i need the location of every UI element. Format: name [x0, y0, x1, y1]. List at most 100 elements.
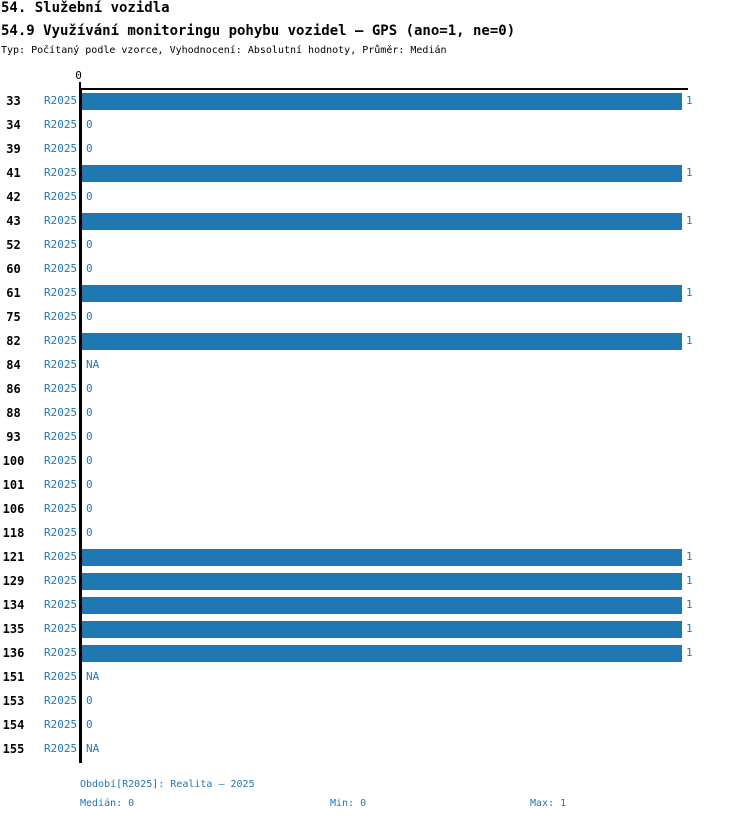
- row-id-label: 82: [6, 334, 21, 348]
- row-value-label: NA: [86, 358, 100, 371]
- chart-row: 134 R2025 1: [0, 593, 750, 617]
- bar: [82, 164, 682, 182]
- row-period-label: R2025: [44, 502, 78, 515]
- chart-row: 60 R2025 0: [0, 257, 750, 281]
- chart-row: 118 R2025 0: [0, 521, 750, 545]
- row-period-label: R2025: [44, 262, 78, 275]
- bar: [82, 332, 682, 350]
- row-id-label: 52: [6, 238, 21, 252]
- legend-period: Období[R2025]: Realita – 2025: [80, 779, 255, 790]
- row-value-label: 1: [686, 646, 693, 659]
- chart-row: 33 R2025 1: [0, 89, 750, 113]
- chart-row: 154 R2025 0: [0, 713, 750, 737]
- chart-row: 82 R2025 1: [0, 329, 750, 353]
- row-period-label: R2025: [44, 742, 78, 755]
- row-id-label: 75: [6, 310, 21, 324]
- bar: [82, 644, 682, 662]
- row-value-label: 1: [686, 574, 693, 587]
- row-id-label: 39: [6, 142, 21, 156]
- bar: [82, 596, 682, 614]
- row-id-label: 42: [6, 190, 21, 204]
- row-value-label: 0: [86, 406, 93, 419]
- chart-row: 121 R2025 1: [0, 545, 750, 569]
- bar: [82, 548, 682, 566]
- row-value-label: 0: [86, 262, 93, 275]
- chart-row: 155 R2025 NA: [0, 737, 750, 761]
- y-axis-line: [79, 88, 82, 763]
- row-id-label: 41: [6, 166, 21, 180]
- row-period-label: R2025: [44, 550, 78, 563]
- bar: [82, 572, 682, 590]
- row-period-label: R2025: [44, 142, 78, 155]
- chart-row: 153 R2025 0: [0, 689, 750, 713]
- row-id-label: 93: [6, 430, 21, 444]
- chart-row: 88 R2025 0: [0, 401, 750, 425]
- row-value-label: 0: [86, 142, 93, 155]
- chart-row: 41 R2025 1: [0, 161, 750, 185]
- row-period-label: R2025: [44, 118, 78, 131]
- bar: [82, 212, 682, 230]
- x-axis-tick-mark: [79, 82, 81, 89]
- chart-row: 129 R2025 1: [0, 569, 750, 593]
- row-id-label: 134: [2, 598, 25, 612]
- row-period-label: R2025: [44, 478, 78, 491]
- chart-row: 100 R2025 0: [0, 449, 750, 473]
- row-period-label: R2025: [44, 166, 78, 179]
- row-id-label: 129: [2, 574, 25, 588]
- bar: [82, 92, 682, 110]
- row-value-label: 1: [686, 286, 693, 299]
- row-id-label: 151: [2, 670, 25, 684]
- row-period-label: R2025: [44, 718, 78, 731]
- row-value-label: 0: [86, 526, 93, 539]
- row-value-label: 0: [86, 190, 93, 203]
- row-value-label: 0: [86, 430, 93, 443]
- row-period-label: R2025: [44, 406, 78, 419]
- row-period-label: R2025: [44, 214, 78, 227]
- x-axis-line: [79, 88, 688, 90]
- row-value-label: 1: [686, 214, 693, 227]
- row-id-label: 153: [2, 694, 25, 708]
- row-value-label: 0: [86, 118, 93, 131]
- report-meta-line: Typ: Počítaný podle vzorce, Vyhodnocení:…: [1, 45, 447, 56]
- row-period-label: R2025: [44, 190, 78, 203]
- row-period-label: R2025: [44, 358, 78, 371]
- row-period-label: R2025: [44, 430, 78, 443]
- chart-row: 39 R2025 0: [0, 137, 750, 161]
- row-period-label: R2025: [44, 526, 78, 539]
- x-axis-tick-label: 0: [75, 69, 82, 82]
- row-period-label: R2025: [44, 694, 78, 707]
- row-id-label: 60: [6, 262, 21, 276]
- chart-row: 34 R2025 0: [0, 113, 750, 137]
- row-id-label: 118: [2, 526, 25, 540]
- chart-row: 75 R2025 0: [0, 305, 750, 329]
- row-value-label: 0: [86, 694, 93, 707]
- row-value-label: 0: [86, 238, 93, 251]
- bar: [82, 284, 682, 302]
- row-id-label: 61: [6, 286, 21, 300]
- chart-row: 135 R2025 1: [0, 617, 750, 641]
- row-period-label: R2025: [44, 454, 78, 467]
- row-id-label: 100: [2, 454, 25, 468]
- row-id-label: 86: [6, 382, 21, 396]
- row-value-label: 0: [86, 382, 93, 395]
- row-period-label: R2025: [44, 310, 78, 323]
- chart-row: 101 R2025 0: [0, 473, 750, 497]
- row-id-label: 84: [6, 358, 21, 372]
- chart-row: 136 R2025 1: [0, 641, 750, 665]
- row-value-label: NA: [86, 742, 100, 755]
- row-id-label: 121: [2, 550, 25, 564]
- row-period-label: R2025: [44, 622, 78, 635]
- row-id-label: 43: [6, 214, 21, 228]
- row-value-label: 1: [686, 622, 693, 635]
- row-period-label: R2025: [44, 94, 78, 107]
- row-value-label: 0: [86, 310, 93, 323]
- row-period-label: R2025: [44, 286, 78, 299]
- row-period-label: R2025: [44, 334, 78, 347]
- chart-row: 86 R2025 0: [0, 377, 750, 401]
- chart-row: 43 R2025 1: [0, 209, 750, 233]
- row-id-label: 136: [2, 646, 25, 660]
- row-value-label: 1: [686, 598, 693, 611]
- row-id-label: 155: [2, 742, 25, 756]
- row-id-label: 88: [6, 406, 21, 420]
- row-period-label: R2025: [44, 382, 78, 395]
